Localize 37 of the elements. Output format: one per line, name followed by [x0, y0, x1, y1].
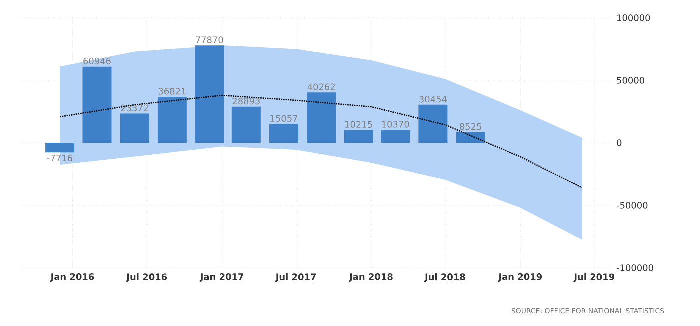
data-label: 77870 — [196, 36, 224, 44]
y-tick-label: 50000 — [617, 77, 644, 84]
bar — [270, 124, 299, 143]
data-label: -7716 — [47, 154, 73, 162]
y-tick-label: -100000 — [616, 264, 654, 272]
data-label: 10370 — [382, 121, 410, 128]
y-tick-label: -50000 — [616, 202, 648, 209]
bar — [232, 106, 261, 143]
bar — [344, 130, 374, 143]
bar — [307, 92, 336, 143]
x-tick-label: Jul 2016 — [126, 274, 168, 282]
bar — [82, 66, 112, 143]
bar — [195, 46, 224, 143]
x-tick-label: Jan 2019 — [498, 274, 542, 282]
bar — [46, 143, 75, 153]
data-label: 10215 — [346, 121, 372, 128]
data-label: 28893 — [232, 98, 260, 105]
data-label: 36821 — [158, 88, 186, 95]
data-label: 23372 — [121, 104, 148, 112]
data-label: 15057 — [270, 115, 298, 122]
data-label: 8525 — [460, 123, 482, 130]
bar — [418, 104, 448, 143]
x-tick-label: Jul 2017 — [275, 274, 316, 282]
bar — [456, 132, 486, 143]
data-label: 30454 — [420, 96, 447, 103]
data-label: 40262 — [308, 84, 335, 90]
data-label: 60946 — [84, 58, 111, 65]
x-tick-label: Jul 2019 — [574, 274, 614, 282]
x-tick-label: Jan 2018 — [349, 274, 393, 282]
y-tick-label: 100000 — [618, 14, 650, 22]
y-tick-label: 0 — [617, 140, 622, 146]
x-tick-label: Jan 2017 — [200, 274, 244, 282]
bar — [120, 114, 150, 143]
x-tick-label: Jan 2016 — [50, 274, 94, 282]
bar — [158, 96, 187, 143]
bar — [381, 130, 410, 143]
x-tick-label: Jul 2018 — [424, 274, 466, 282]
